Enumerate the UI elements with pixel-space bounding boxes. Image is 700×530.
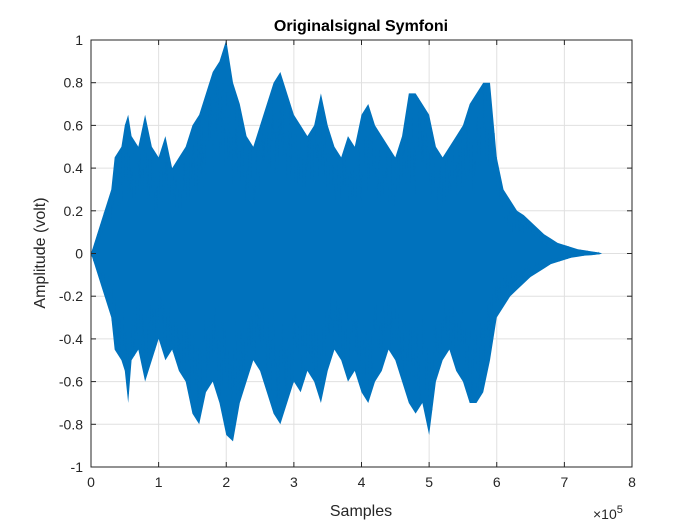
y-tick-label: -0.6 [59, 374, 83, 390]
x-axis-exponent-power: 5 [617, 504, 623, 516]
y-tick-label: 0.8 [64, 75, 84, 91]
y-tick-label: 1 [75, 32, 83, 48]
x-tick-label: 8 [628, 474, 636, 490]
x-tick-label: 0 [87, 474, 95, 490]
y-tick-label: -0.4 [59, 331, 83, 347]
x-axis-exponent-base: ×10 [593, 506, 617, 522]
x-tick-label: 7 [560, 474, 568, 490]
x-tick-label: 6 [493, 474, 501, 490]
y-tick-label: -0.2 [59, 288, 83, 304]
y-tick-label: 0.6 [64, 117, 84, 133]
x-tick-label: 5 [425, 474, 433, 490]
y-tick-label: -0.8 [59, 416, 83, 432]
plot-area [90, 40, 602, 442]
signal-line [90, 55, 602, 429]
y-axis-label: Amplitude (volt) [32, 197, 49, 308]
y-tick-label: -1 [71, 459, 84, 475]
x-tick-label: 3 [290, 474, 298, 490]
y-tick-label: 0 [75, 246, 83, 262]
ticks: 0 1 2 3 4 5 6 7 8 -1 -0.8 -0.6 -0.4 -0.2 0 0.2 0.4 0.6 0.8… [59, 32, 636, 490]
x-axis-exponent: ×105 [593, 504, 623, 522]
x-axis-label: Samples [330, 503, 392, 520]
x-tick-label: 1 [155, 474, 163, 490]
x-tick-label: 2 [222, 474, 230, 490]
y-tick-label: 0.2 [64, 203, 84, 219]
chart-title: Originalsignal Symfoni [274, 18, 448, 35]
y-tick-label: 0.4 [64, 160, 84, 176]
x-tick-label: 4 [358, 474, 366, 490]
